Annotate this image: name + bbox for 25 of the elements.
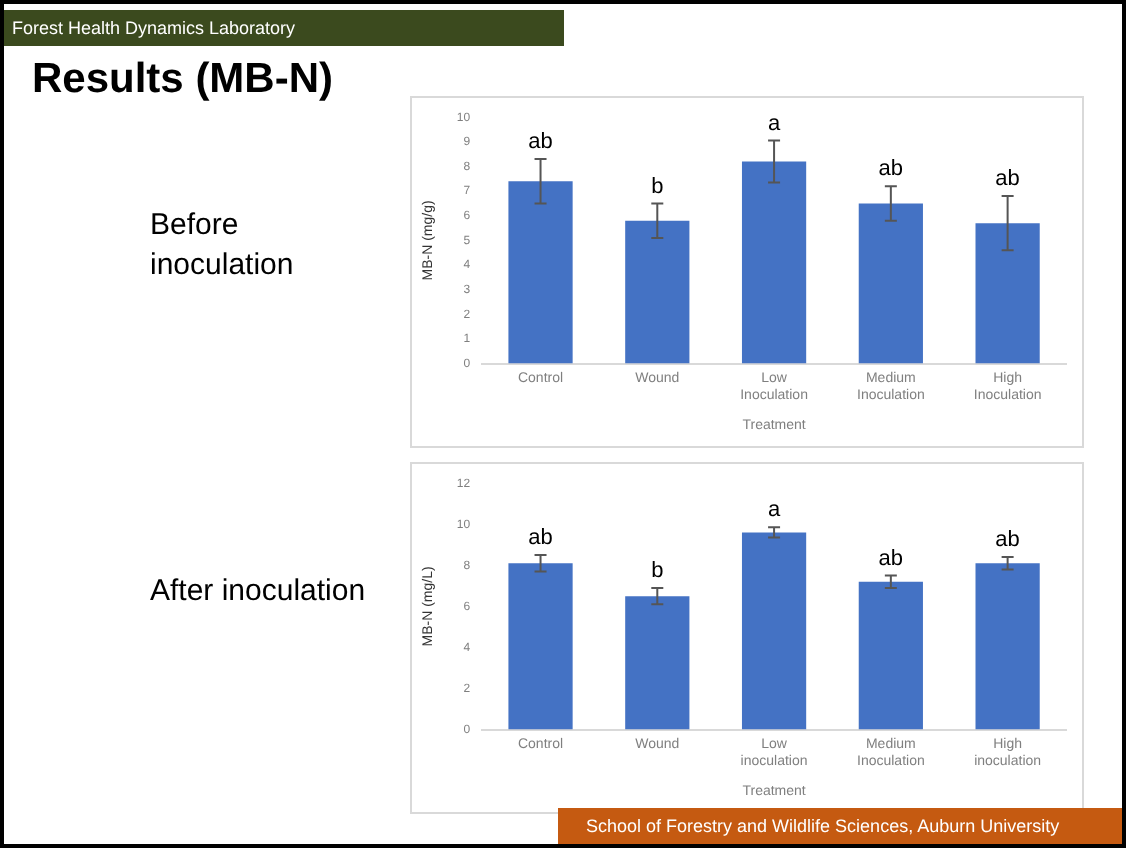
text: After inoculation — [150, 572, 368, 612]
annotation: ab — [878, 546, 904, 571]
text: Forest Health Dynamics Laboratory — [4, 10, 564, 46]
text: Before inoculation — [150, 206, 296, 286]
annotation: ab — [995, 167, 1020, 192]
bar — [858, 203, 923, 364]
annotation: a — [767, 498, 782, 523]
annotation: ab — [528, 130, 553, 155]
bar — [741, 532, 807, 730]
annotation: ab — [995, 528, 1020, 553]
annotation: b — [651, 174, 664, 199]
chart-title: Results (MB-N) — [32, 56, 333, 104]
bar — [741, 161, 807, 364]
bar — [975, 223, 1040, 364]
annotation: ab — [528, 526, 553, 551]
annotation: a — [767, 111, 782, 136]
bar — [508, 181, 573, 364]
bar — [625, 596, 690, 730]
annotation: ab — [878, 157, 904, 182]
annotation: b — [651, 558, 664, 583]
bar — [508, 563, 573, 730]
bar — [858, 581, 923, 730]
bar — [975, 563, 1040, 730]
bar — [625, 220, 690, 364]
text: School of Forestry and Wildlife Sciences, Auburn University — [558, 808, 1122, 844]
